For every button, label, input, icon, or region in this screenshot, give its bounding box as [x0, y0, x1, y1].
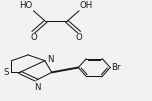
- Text: O: O: [30, 33, 37, 42]
- Text: S: S: [4, 68, 9, 77]
- Text: N: N: [47, 55, 54, 64]
- Text: O: O: [76, 33, 82, 42]
- Text: HO: HO: [19, 1, 33, 10]
- Text: Br: Br: [111, 63, 120, 72]
- Text: OH: OH: [80, 1, 93, 10]
- Text: N: N: [34, 83, 40, 92]
